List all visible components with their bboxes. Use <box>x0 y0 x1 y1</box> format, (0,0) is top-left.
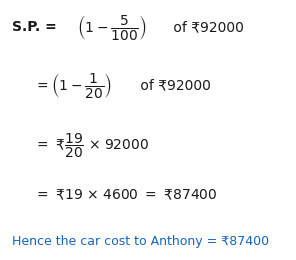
Text: $= \left(1-\dfrac{1}{20}\right)$: $= \left(1-\dfrac{1}{20}\right)$ <box>34 71 112 100</box>
Text: of ₹92000: of ₹92000 <box>136 79 211 93</box>
Text: S.P. =: S.P. = <box>12 20 62 34</box>
Text: $\left(1-\dfrac{5}{100}\right)$: $\left(1-\dfrac{5}{100}\right)$ <box>77 13 147 42</box>
Text: Hence the car cost to Anthony = ₹87400: Hence the car cost to Anthony = ₹87400 <box>12 235 269 248</box>
Text: $=$ ₹19 $\times$ 4600 $=$ ₹87400: $=$ ₹19 $\times$ 4600 $=$ ₹87400 <box>34 188 218 202</box>
Text: of ₹92000: of ₹92000 <box>169 20 244 34</box>
Text: $= $ ₹$\dfrac{19}{20}$ $\times$ 92000: $= $ ₹$\dfrac{19}{20}$ $\times$ 92000 <box>34 131 149 160</box>
